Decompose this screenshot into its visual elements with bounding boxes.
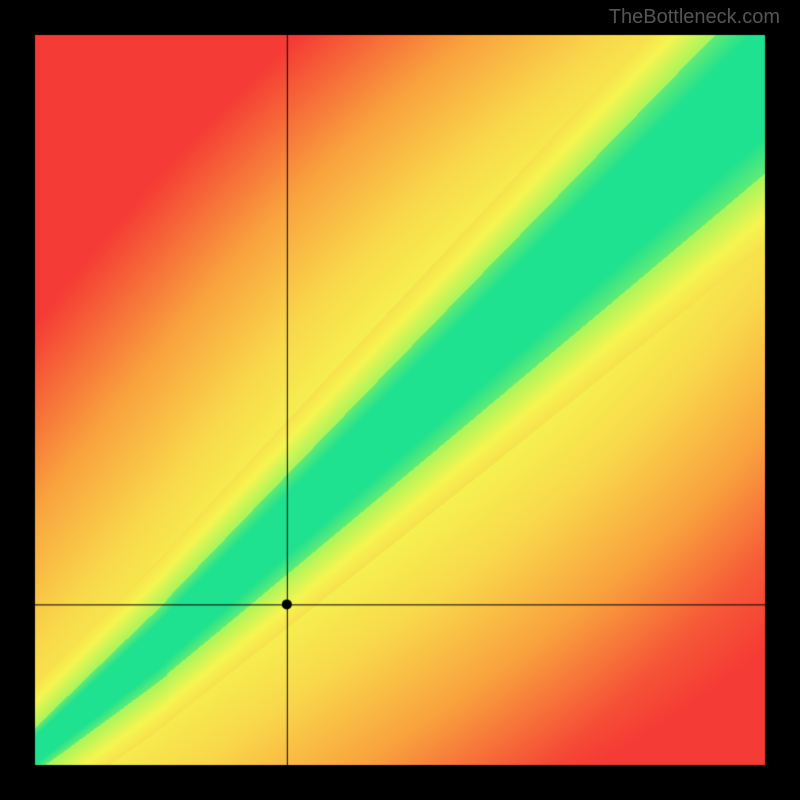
- heatmap-canvas: [0, 0, 800, 800]
- watermark-text: TheBottleneck.com: [609, 6, 780, 29]
- chart-container: TheBottleneck.com: [0, 0, 800, 800]
